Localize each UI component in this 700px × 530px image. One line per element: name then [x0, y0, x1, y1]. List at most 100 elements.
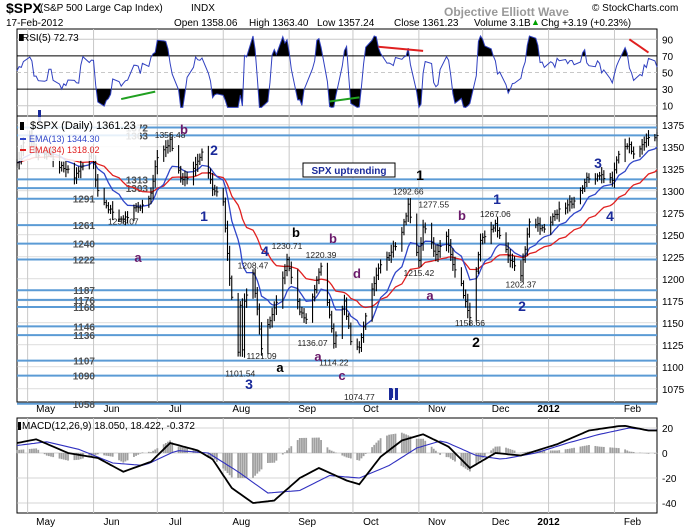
macd-histogram-bar — [22, 449, 25, 454]
macd-histogram-bar — [347, 453, 350, 458]
macd-histogram-bar — [226, 453, 229, 473]
fib-level-label: 1222 — [73, 255, 96, 266]
macd-histogram-bar — [541, 450, 544, 454]
macd-histogram-bar — [150, 452, 152, 454]
macd-histogram-bar — [77, 453, 80, 460]
macd-histogram-bar — [462, 453, 465, 468]
macd-histogram-bar — [388, 434, 390, 454]
price-tick-label: 1350 — [662, 143, 685, 154]
rsi-tick-label: 10 — [662, 102, 674, 113]
macd-histogram-bar — [184, 448, 186, 454]
macd-histogram-bar — [420, 438, 422, 454]
macd-histogram-bar — [109, 453, 112, 457]
macd-histogram-bar — [52, 453, 55, 458]
macd-histogram-bar — [390, 434, 393, 454]
macd-histogram-bar — [245, 453, 248, 478]
macd-histogram-bar — [343, 453, 346, 457]
wave-label: b — [458, 208, 466, 223]
macd-histogram-bar — [430, 446, 433, 454]
macd-histogram-bar — [598, 446, 601, 454]
macd-histogram-bar — [313, 437, 316, 454]
macd-x-tick-label: Aug — [232, 517, 250, 528]
macd-histogram-bar — [513, 450, 516, 454]
wave-label: II — [390, 385, 398, 401]
macd-histogram-bar — [481, 453, 484, 458]
open-value: Open 1358.06 — [174, 18, 238, 29]
watermark: Objective Elliott Wave — [444, 5, 569, 19]
macd-histogram-bar — [92, 453, 95, 456]
macd-histogram-bar — [615, 447, 618, 454]
macd-histogram-bar — [37, 449, 40, 454]
macd-histogram-bar — [20, 449, 23, 454]
macd-histogram-bar — [167, 441, 169, 454]
callout-text: SPX uptrending — [312, 166, 387, 177]
macd-histogram-bar — [494, 446, 497, 454]
macd-histogram-bar — [47, 453, 50, 457]
macd-histogram-bar — [181, 447, 184, 454]
macd-histogram-bar — [628, 451, 631, 454]
macd-histogram-bar — [509, 449, 512, 454]
rsi-panel-frame — [16, 28, 658, 117]
macd-histogram-bar — [141, 452, 144, 454]
price-annotation: 1267.06 — [480, 209, 511, 219]
macd-tick-label: 0 — [662, 449, 668, 460]
macd-histogram-bar — [171, 442, 174, 454]
macd-histogram-bar — [318, 437, 320, 454]
macd-histogram-bar — [266, 453, 269, 463]
date-label: 17-Feb-2012 — [6, 18, 64, 29]
macd-tick-label: -20 — [662, 474, 677, 485]
macd-histogram-bar — [602, 446, 605, 454]
price-annotation: 1258.07 — [108, 217, 139, 227]
macd-histogram-bar — [490, 450, 493, 454]
macd-histogram-bar — [209, 453, 212, 458]
macd-histogram-bar — [496, 446, 499, 454]
fib-level-label: 1107 — [73, 357, 95, 368]
macd-histogram-bar — [434, 450, 437, 454]
wave-label: 1 — [416, 167, 424, 183]
fib-level-label: 1291 — [73, 195, 96, 206]
macd-histogram-bar — [424, 440, 427, 454]
macd-histogram-bar — [271, 453, 274, 463]
macd-histogram-bar — [477, 453, 480, 462]
fib-level-label: 1176 — [73, 296, 95, 307]
macd-histogram-bar — [596, 446, 599, 454]
macd-histogram-bar — [237, 453, 240, 478]
macd-histogram-bar — [492, 448, 495, 454]
macd-histogram-bar — [230, 453, 233, 478]
macd-histogram-bar — [349, 453, 352, 459]
macd-histogram-bar — [284, 452, 286, 454]
x-tick-label: Sep — [298, 404, 316, 415]
macd-histogram-bar — [256, 453, 259, 474]
macd-x-tick-label: Feb — [624, 517, 642, 528]
macd-histogram-bar — [409, 436, 412, 454]
price-tick-label: 1200 — [662, 275, 685, 286]
macd-histogram-bar — [60, 453, 63, 460]
macd-histogram-bar — [296, 440, 299, 454]
macd-panel-frame — [16, 417, 658, 514]
wave-label: d — [353, 266, 361, 281]
x-tick-label: Oct — [363, 404, 379, 415]
x-tick-label: Jul — [169, 404, 182, 415]
low-value: Low 1357.24 — [317, 18, 375, 29]
wave-II-marker-a — [389, 388, 392, 400]
price-tick-label: 1125 — [662, 341, 684, 352]
price-tick-label: 1150 — [662, 319, 684, 330]
macd-histogram-bar — [371, 447, 373, 454]
macd-histogram-bar — [120, 453, 123, 462]
price-bars-group — [16, 129, 659, 358]
volume-value: Volume 3.1B — [474, 18, 531, 29]
macd-histogram-bar — [464, 453, 467, 469]
wave-II-marker-b — [395, 388, 398, 400]
macd-x-tick-label: Jun — [103, 517, 119, 528]
macd-histogram-bar — [507, 448, 510, 454]
macd-histogram-bar — [656, 453, 658, 454]
macd-histogram-bar — [288, 448, 291, 454]
macd-histogram-bar — [364, 453, 367, 454]
ticker-symbol: $SPX — [6, 0, 42, 16]
macd-histogram-bar — [137, 453, 140, 455]
macd-histogram-bar — [139, 453, 142, 454]
fib-level-label: 1090 — [73, 372, 96, 383]
macd-histogram-bar — [124, 453, 127, 462]
wave-label: 1 — [493, 191, 501, 207]
macd-x-tick-label: Jul — [169, 517, 182, 528]
